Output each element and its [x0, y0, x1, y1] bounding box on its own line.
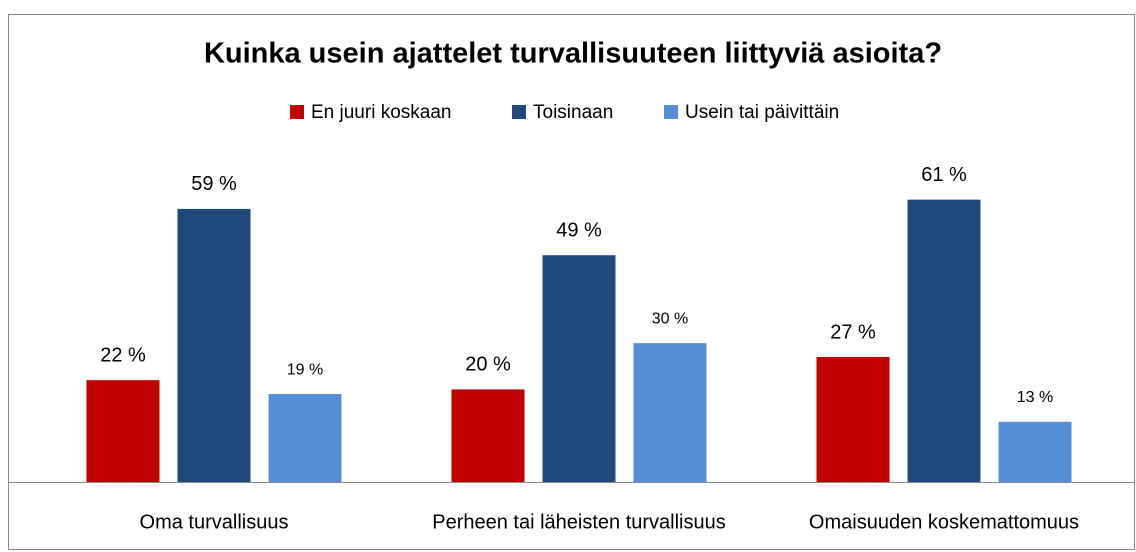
bar	[451, 389, 525, 482]
bar	[907, 199, 981, 482]
chart-title: Kuinka usein ajattelet turvallisuuteen l…	[204, 38, 942, 70]
bar	[177, 208, 251, 482]
value-label: 27 %	[830, 321, 876, 343]
x-tick-label: Omaisuuden koskemattomuus	[809, 511, 1079, 533]
legend-swatch	[290, 105, 304, 119]
value-label: 59 %	[191, 173, 237, 195]
value-label: 49 %	[556, 219, 602, 241]
value-label: 22 %	[100, 344, 146, 366]
value-label: 61 %	[921, 164, 967, 186]
bar	[542, 255, 616, 482]
bar	[633, 343, 707, 482]
legend-label: En juuri koskaan	[311, 102, 451, 123]
x-tick-label: Perheen tai läheisten turvallisuus	[432, 511, 726, 533]
legend-swatch	[664, 105, 678, 119]
value-label: 19 %	[287, 361, 323, 378]
x-tick-label: Oma turvallisuus	[140, 511, 289, 533]
bar	[268, 394, 342, 482]
bar	[998, 421, 1072, 482]
value-label: 20 %	[465, 354, 511, 376]
legend-swatch	[512, 105, 526, 119]
value-label: 30 %	[652, 310, 688, 327]
legend-label: Toisinaan	[533, 102, 613, 123]
bar	[86, 380, 160, 482]
value-label: 13 %	[1017, 389, 1053, 406]
legend-label: Usein tai päivittäin	[685, 102, 839, 123]
bar	[816, 357, 890, 482]
